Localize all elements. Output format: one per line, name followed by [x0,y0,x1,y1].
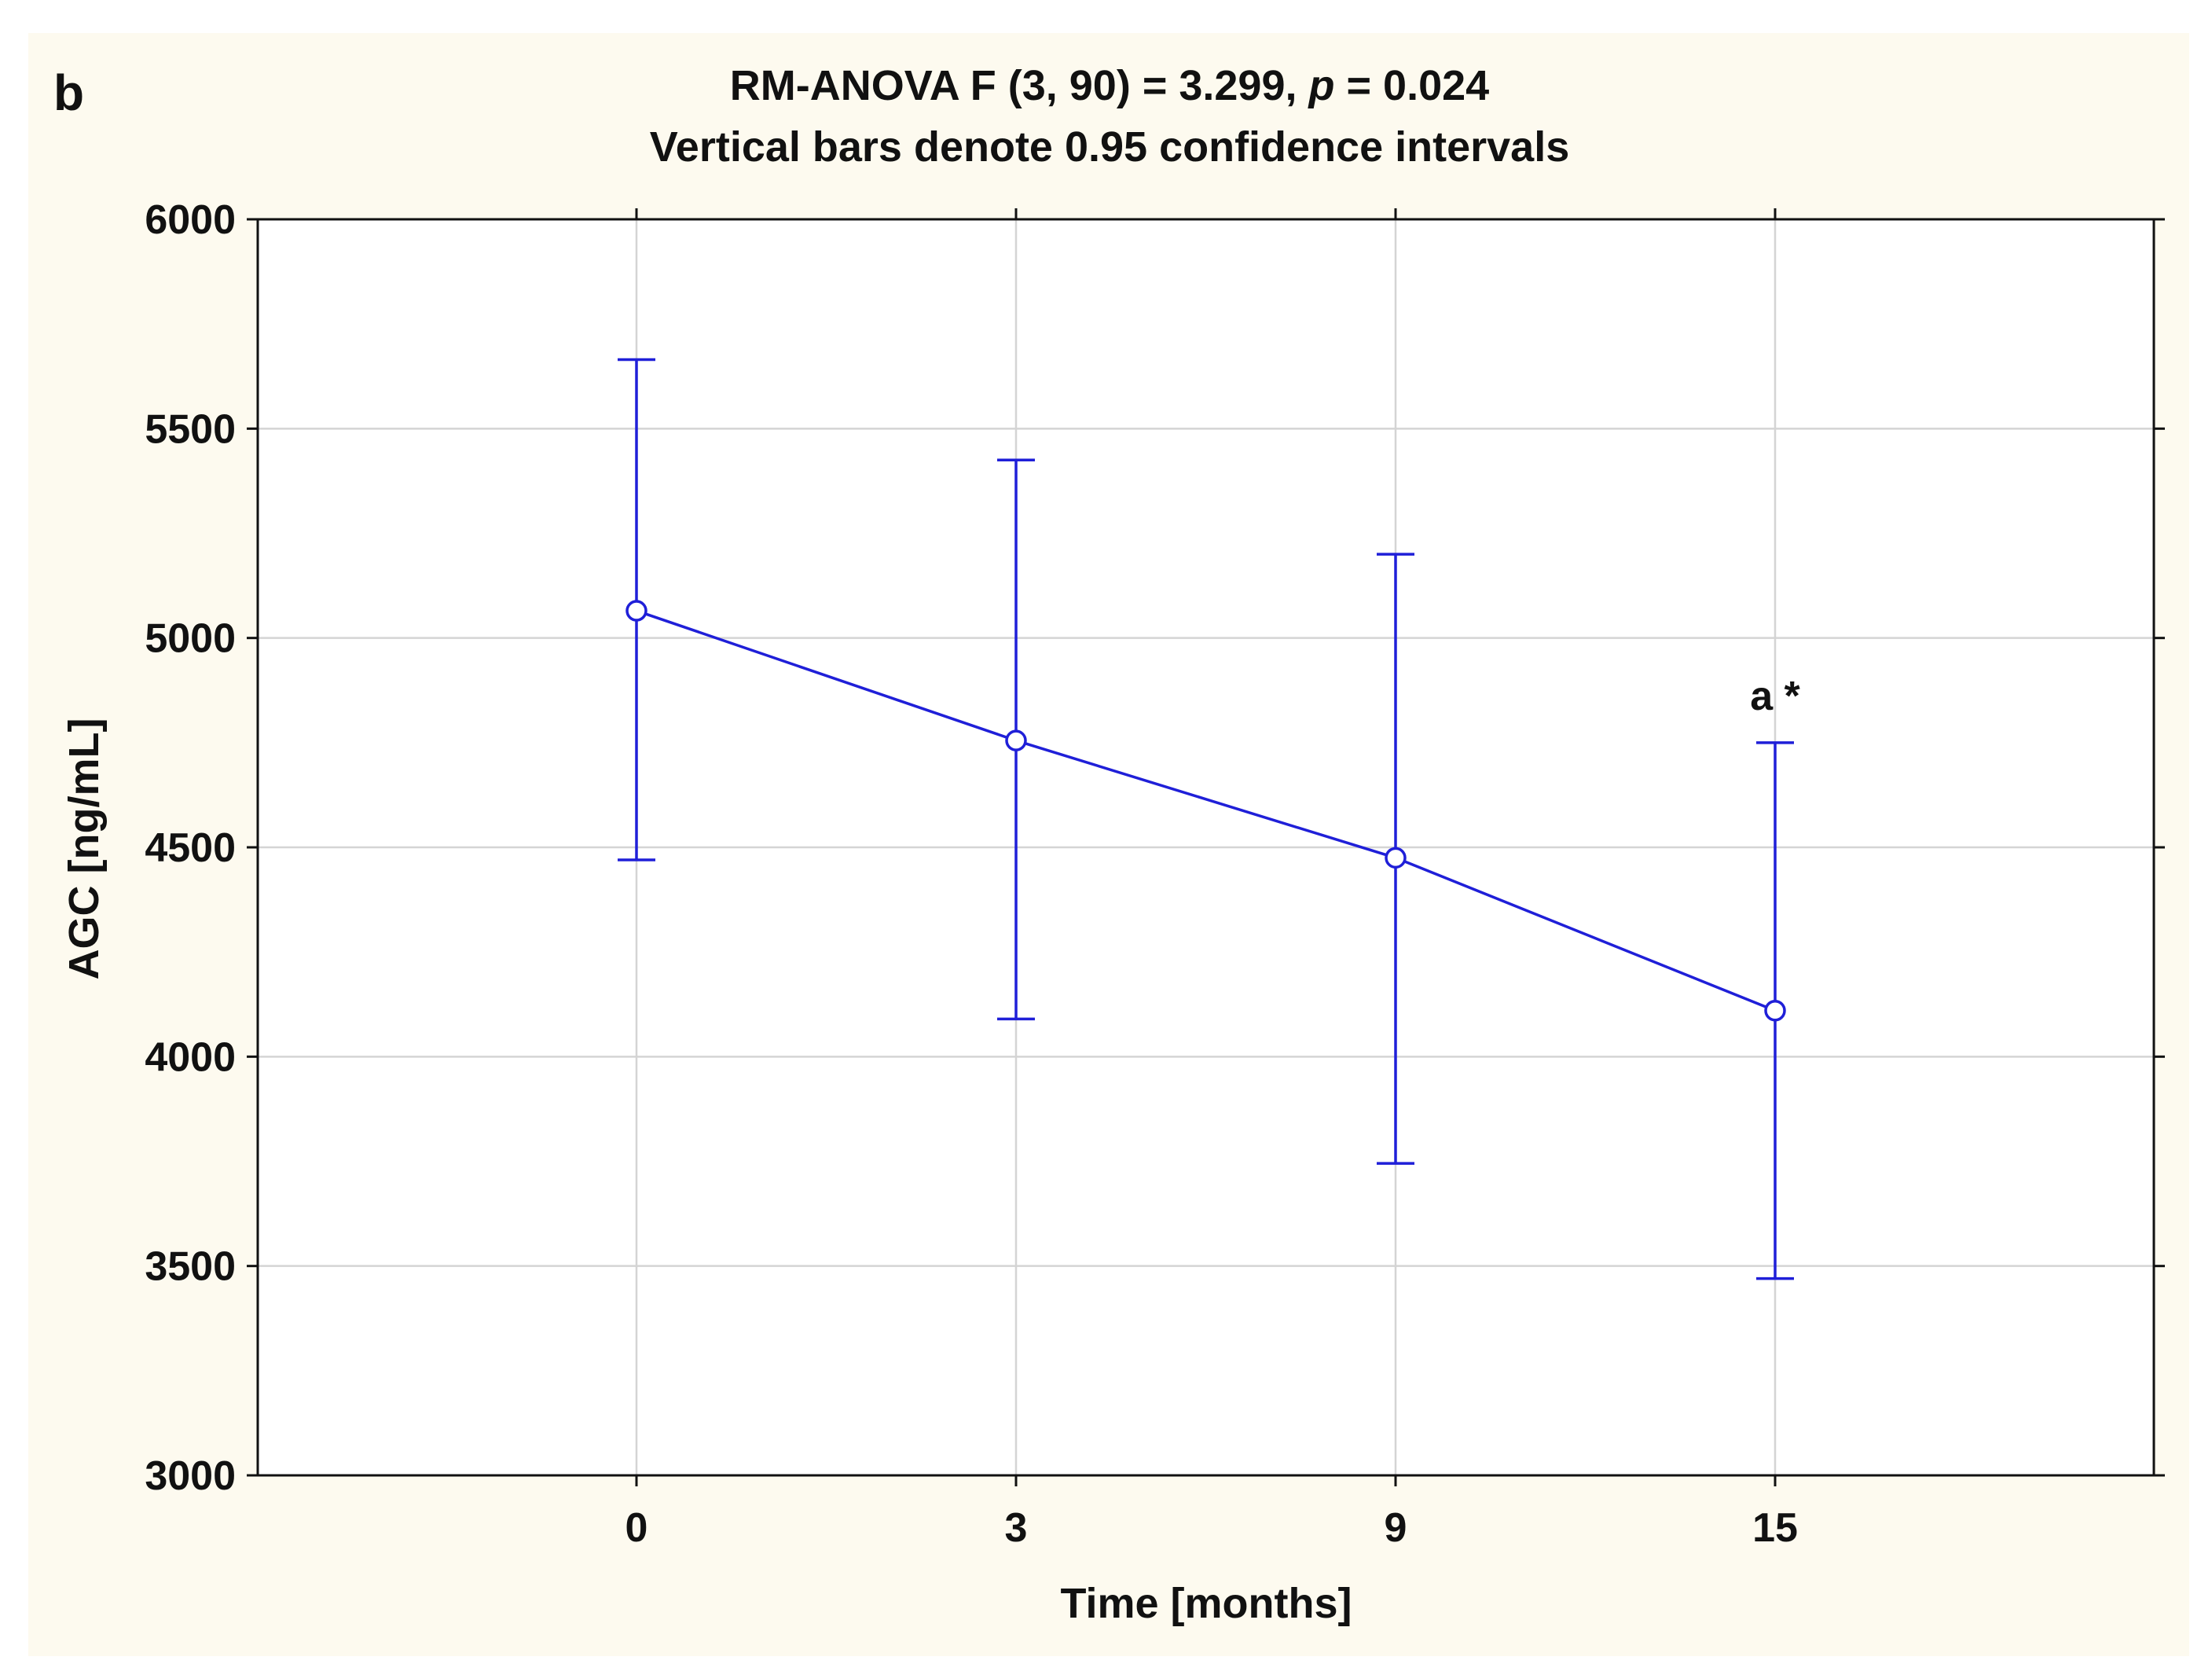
x-tick-label: 3 [1005,1505,1028,1551]
x-tick-label: 0 [625,1505,648,1551]
chart-title-suffix: = 0.024 [1335,62,1490,109]
x-tick-label: 9 [1385,1505,1407,1551]
y-tick-label: 5000 [145,616,236,662]
x-tick-label: 15 [1752,1505,1798,1551]
data-point [1005,729,1027,751]
data-point [1385,847,1407,869]
chart-title-prefix: RM-ANOVA F (3, 90) = 3.299, [730,62,1309,109]
annotations: a * [1750,674,1800,719]
y-tick-label: 3000 [145,1453,236,1499]
data-points [625,600,1786,1022]
x-axis-label: Time [months] [1060,1580,1352,1627]
y-axis-label: AGC [ng/mL] [61,718,108,980]
series-line [636,609,1776,1012]
data-point [1764,999,1786,1022]
annotation-label: a * [1750,674,1800,719]
y-tick-label: 6000 [145,197,236,243]
series-line-layer [636,609,1776,1012]
data-point [625,600,647,622]
y-tick-label: 4000 [145,1034,236,1080]
chart-title: RM-ANOVA F (3, 90) = 3.299, p = 0.024 [730,62,1489,109]
panel-label: b [53,64,84,121]
y-tick-label: 5500 [145,406,236,452]
y-axis: 3000 3500 4000 4500 5000 5500 6000 [145,197,2165,1499]
y-tick-label: 4500 [145,825,236,871]
y-tick-label: 3500 [145,1244,236,1290]
chart-subtitle: Vertical bars denote 0.95 confidence int… [650,123,1570,171]
chart-title-italic: p [1308,62,1335,109]
x-axis: 0 3 9 15 [625,208,1798,1551]
